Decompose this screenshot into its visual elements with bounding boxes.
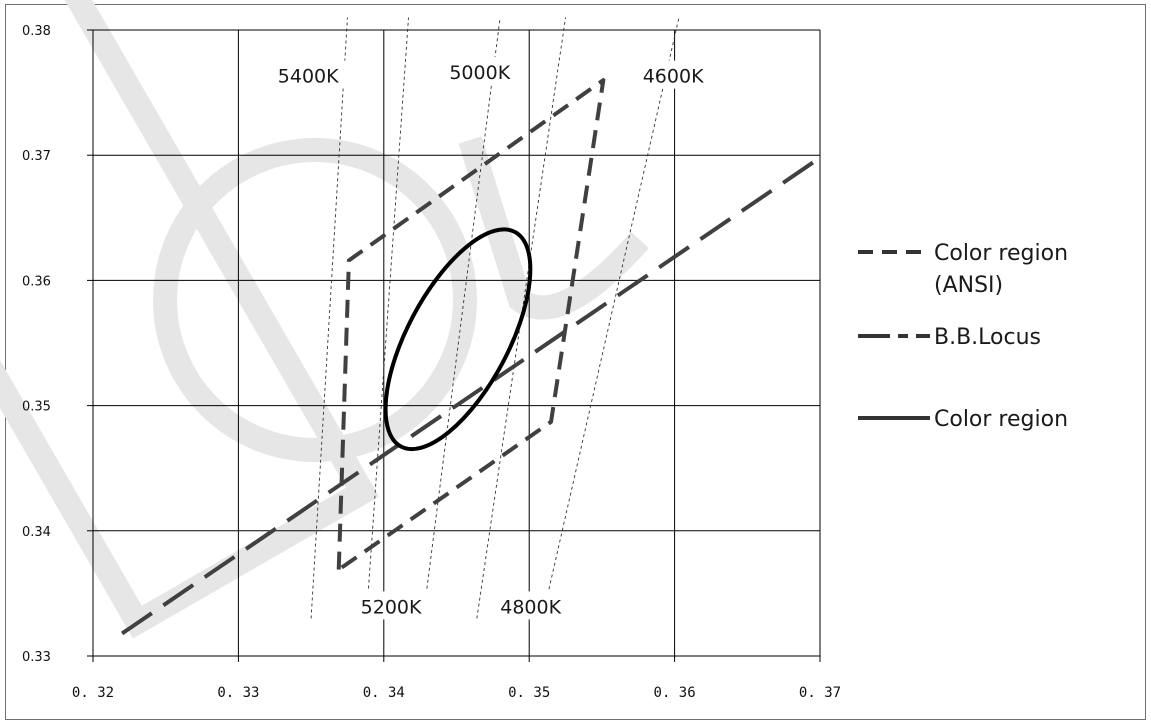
x-tick-label: 0. 32 [72, 685, 114, 701]
x-tick-label: 0. 33 [217, 685, 259, 701]
legend-label: Color region [934, 407, 1068, 432]
cct-label-background [351, 591, 432, 620]
grid [87, 29, 821, 662]
isotemperature-lines [310, 17, 680, 619]
legend-label: Color region [934, 241, 1068, 266]
cct-label-background [268, 60, 349, 89]
legend: Color region (ANSI) B.B.Locus Color region [858, 241, 1068, 432]
y-tick-label: 0.38 [22, 24, 51, 39]
series-layer [120, 78, 822, 636]
cct-label: 5200K [361, 596, 422, 618]
cct-label: 5400K [278, 66, 339, 88]
legend-label: B.B.Locus [934, 325, 1041, 350]
isotemperature-line [541, 17, 680, 619]
x-tick-label: 0. 34 [363, 685, 405, 701]
x-tick-label: 0. 35 [508, 685, 550, 701]
cct-label-background [633, 60, 714, 89]
y-tick-label: 0.33 [22, 650, 51, 665]
isotemperature-line [365, 17, 409, 619]
watermark [0, 0, 649, 639]
y-tick-label: 0.34 [22, 525, 51, 540]
isotemperature-line [476, 17, 566, 619]
series-ansi-region [336, 78, 606, 572]
y-tick-label: 0.37 [22, 149, 51, 164]
series-bb-locus [120, 156, 822, 636]
isotemperature-line [422, 17, 501, 619]
legend-label-line2: (ANSI) [934, 273, 1003, 298]
x-tick-label: 0. 36 [654, 685, 696, 701]
cct-label: 4600K [643, 66, 704, 88]
cct-labels: 5400K 5000K 4600K 5200K 4800K [268, 56, 714, 620]
series-color-region-ellipse [383, 227, 533, 452]
y-tick-label: 0.36 [22, 274, 51, 289]
cct-label-background [490, 591, 571, 620]
cct-label: 4800K [500, 596, 561, 618]
y-tick-label: 0.35 [22, 400, 51, 415]
isotemperature-line [310, 17, 348, 619]
cct-label-background [439, 56, 520, 85]
x-tick-label: 0. 37 [799, 685, 841, 701]
tick-labels: 0. 32 0. 33 0. 34 0. 35 0. 36 0. 37 0.33 0.34 0.… [22, 24, 841, 701]
cct-label: 5000K [449, 62, 510, 84]
